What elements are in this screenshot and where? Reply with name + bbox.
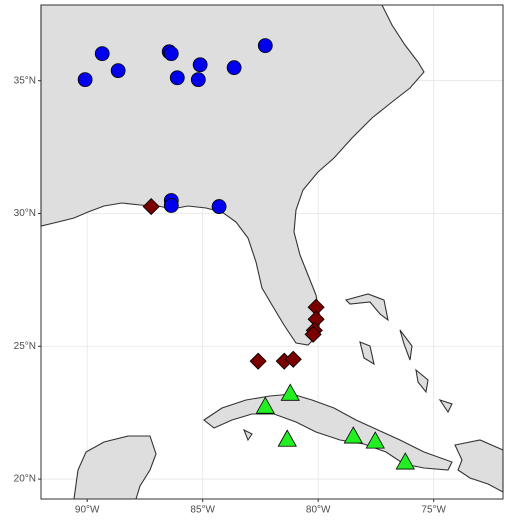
y-tick-label: 30°N <box>14 208 36 219</box>
point <box>277 429 297 447</box>
y-tick-label: 25°N <box>14 341 36 352</box>
x-tick-label: 75°W <box>421 505 446 516</box>
point <box>94 46 110 62</box>
point <box>211 199 227 214</box>
point <box>395 452 415 470</box>
point <box>77 72 93 88</box>
point <box>163 198 179 213</box>
point <box>163 46 179 62</box>
panel-border <box>40 4 504 500</box>
point <box>365 431 385 449</box>
point <box>226 60 242 76</box>
marks <box>77 38 415 470</box>
hispaniola <box>454 439 504 493</box>
point <box>255 396 275 414</box>
point <box>257 38 273 54</box>
x-tick-label: 90°W <box>75 505 100 516</box>
point <box>142 198 160 216</box>
point <box>280 383 300 401</box>
y-tick-label: 35°N <box>14 75 36 86</box>
y-tick-label: 20°N <box>14 474 36 485</box>
point <box>192 57 208 73</box>
point <box>304 325 322 343</box>
point <box>343 426 363 444</box>
labels: 90°W 85°W 80°W 75°W 20°N 25°N 30°N 35°N <box>14 75 447 515</box>
point <box>249 352 267 370</box>
yucatan <box>73 435 157 500</box>
north-america <box>40 4 425 346</box>
point <box>190 72 206 88</box>
point <box>110 63 126 79</box>
bahamas <box>242 293 453 442</box>
point <box>169 70 185 86</box>
x-tick-label: 85°W <box>190 505 215 516</box>
x-tick-label: 80°W <box>306 505 331 516</box>
point <box>284 350 302 368</box>
